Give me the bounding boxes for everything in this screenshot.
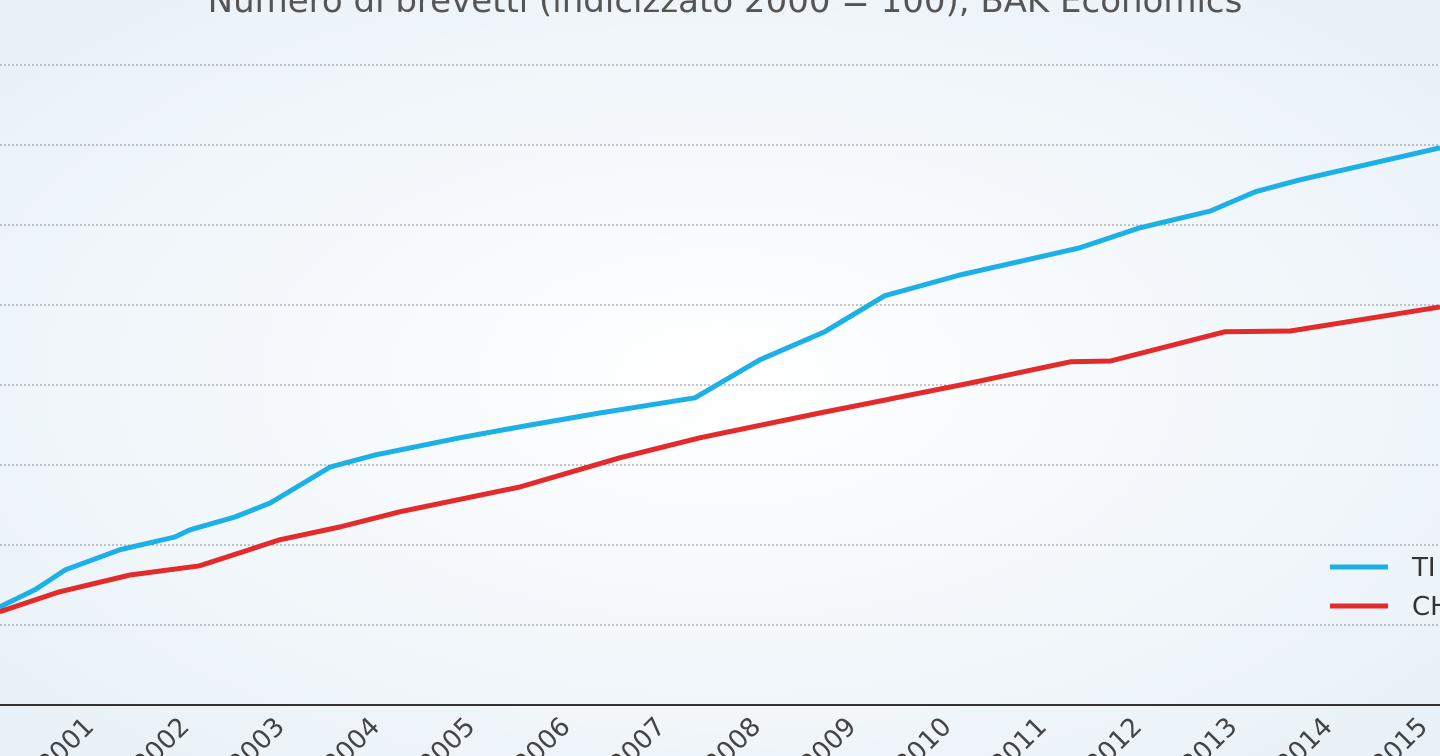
legend-label: CH [1412, 592, 1440, 622]
line-series [0, 145, 1440, 610]
chart-title: Numero di brevetti (indicizzato 2000 = 1… [208, 0, 1243, 21]
line-series [0, 304, 1440, 615]
legend-label: TI [1411, 553, 1436, 583]
